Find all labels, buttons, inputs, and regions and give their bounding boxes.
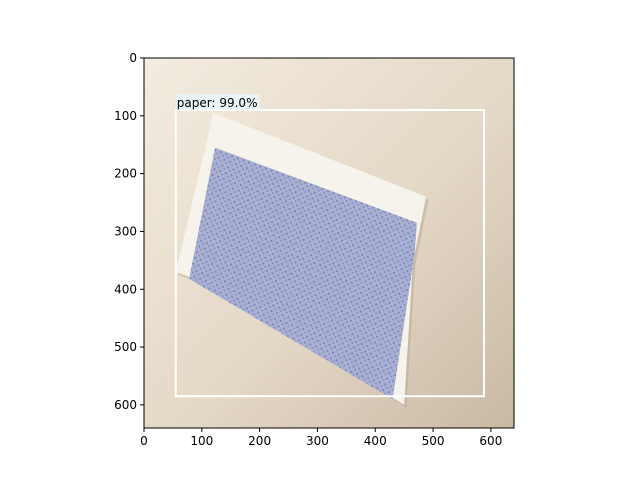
- detection-label: paper: 99.0%: [177, 96, 258, 110]
- x-tick-label: 400: [364, 434, 387, 448]
- x-tick-label: 600: [479, 434, 502, 448]
- x-tick-label: 300: [306, 434, 329, 448]
- x-tick-label: 200: [248, 434, 271, 448]
- x-tick-label: 500: [422, 434, 445, 448]
- y-axis: 0 100 200 300 400 500 600: [114, 51, 144, 412]
- blue-pattern: [189, 147, 417, 400]
- photo: [144, 58, 514, 428]
- x-tick-label: 100: [190, 434, 213, 448]
- y-tick-label: 600: [114, 398, 137, 412]
- x-tick-label: 0: [140, 434, 148, 448]
- y-tick-label: 300: [114, 224, 137, 238]
- y-tick-label: 200: [114, 167, 137, 181]
- detection-label-background: [175, 94, 260, 110]
- x-axis: 0 100 200 300 400 500 600: [140, 428, 502, 448]
- y-tick-label: 500: [114, 340, 137, 354]
- y-tick-label: 100: [114, 109, 137, 123]
- y-tick-label: 0: [129, 51, 137, 65]
- axes-frame: [143, 57, 515, 429]
- detection-box: [174, 109, 485, 398]
- y-tick-label: 400: [114, 282, 137, 296]
